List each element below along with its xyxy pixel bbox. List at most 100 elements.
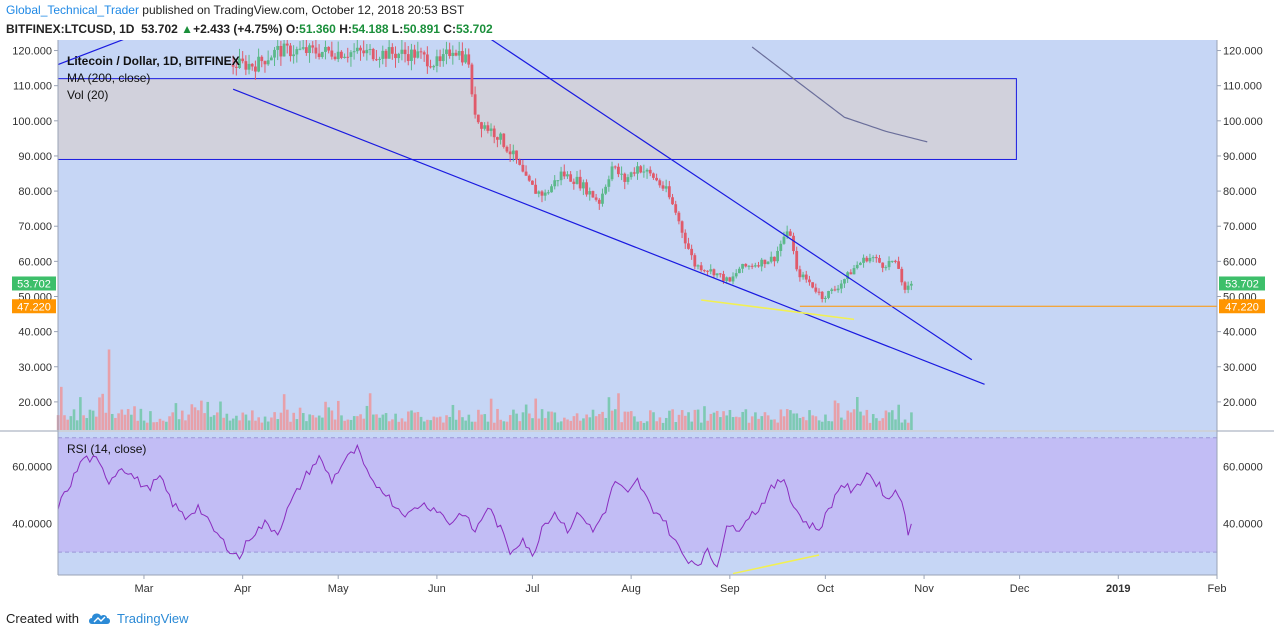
trendline-1[interactable] — [232, 88, 985, 385]
candle-body — [906, 285, 910, 290]
candle-body — [566, 174, 569, 177]
candle — [715, 273, 719, 278]
candle — [448, 42, 452, 59]
volume-bar — [184, 420, 187, 430]
volume-bar — [719, 417, 722, 430]
candle-body — [448, 49, 452, 56]
candle-body — [776, 250, 779, 262]
candle — [677, 211, 681, 225]
volume-bar — [881, 418, 885, 430]
candle — [766, 261, 770, 265]
candle — [836, 285, 840, 293]
volume-bar — [814, 416, 818, 430]
volume-bar — [489, 398, 493, 430]
candle — [381, 45, 385, 65]
candle-body — [352, 51, 356, 53]
candle — [451, 45, 455, 65]
volume-bar — [582, 418, 585, 430]
candle — [645, 168, 649, 179]
candle-body — [556, 180, 560, 182]
level-badge-left — [12, 299, 56, 314]
x-tick-label: Jun — [428, 583, 446, 595]
author-link[interactable]: Global_Technical_Trader — [6, 3, 139, 17]
price-tick-label-right: 80.000 — [1223, 186, 1257, 198]
candle — [502, 133, 506, 149]
volume-bar — [897, 404, 900, 430]
candle-body — [597, 199, 601, 204]
volume-bar — [216, 412, 219, 430]
candle — [438, 49, 442, 67]
trendline-3[interactable] — [57, 40, 131, 66]
candle — [238, 48, 241, 69]
open-value: 51.360 — [299, 22, 336, 36]
price-pane[interactable] — [56, 40, 1217, 430]
tradingview-link[interactable]: TradingView — [117, 611, 189, 626]
candle — [744, 263, 748, 268]
legend-title: Litecoin / Dollar, 1D, BITFINEX — [67, 54, 240, 68]
candle — [419, 47, 423, 59]
candle — [833, 285, 837, 292]
rsi-highlight-line[interactable] — [732, 554, 820, 575]
candle — [769, 251, 773, 264]
volume-bar — [451, 404, 455, 430]
candle-body — [769, 256, 773, 262]
volume-bar — [238, 420, 241, 430]
candle — [355, 40, 359, 54]
symbol-name[interactable]: BITFINEX:LTCUSD, 1D — [6, 22, 135, 36]
volume-bar — [773, 419, 776, 430]
volume-bar — [900, 422, 904, 430]
trendline-2[interactable] — [481, 40, 973, 361]
candle-body — [801, 274, 805, 278]
candle-body — [699, 265, 703, 271]
volume-bar — [422, 421, 426, 430]
candle — [757, 261, 760, 268]
candle — [470, 62, 474, 97]
price-tick-label-left: 30.000 — [18, 362, 52, 374]
candle — [480, 121, 483, 138]
volume-bar — [270, 417, 273, 430]
price-tick-label-left: 80.000 — [18, 186, 52, 198]
volume-bar — [572, 416, 576, 430]
volume-bar — [843, 419, 846, 430]
resistance-zone[interactable] — [57, 78, 1017, 160]
high-label: H: — [339, 22, 352, 36]
candle-body — [451, 52, 455, 56]
volume-bar — [359, 414, 362, 430]
candle — [591, 190, 595, 198]
volume-bar — [372, 414, 375, 430]
volume-bar — [457, 410, 461, 430]
volume-bar — [706, 420, 709, 430]
volume-bar — [349, 419, 353, 430]
volume-bar — [419, 416, 423, 430]
price-tick-label-left: 120.000 — [12, 46, 52, 58]
candle-body — [808, 279, 811, 283]
volume-bar — [149, 411, 152, 430]
candle — [365, 44, 369, 61]
price-tick-label-left: 40.000 — [18, 327, 52, 339]
candle-body — [496, 137, 499, 140]
candle — [521, 159, 525, 173]
volume-bar — [413, 412, 417, 430]
candle — [747, 265, 751, 270]
volume-bar — [776, 422, 779, 430]
candle-body — [416, 51, 420, 58]
candle-body — [664, 186, 668, 189]
candle — [737, 266, 741, 274]
volume-bar — [403, 421, 407, 430]
volume-bar — [470, 421, 474, 430]
rsi-pane[interactable] — [57, 432, 1217, 575]
price-tick-label-right: 110.000 — [1223, 81, 1262, 93]
volume-bar — [836, 403, 840, 430]
candle — [375, 49, 378, 61]
candle — [801, 271, 805, 280]
candle-body — [741, 263, 744, 269]
level-badge-right-text: 47.220 — [1225, 301, 1259, 313]
candle — [346, 47, 350, 63]
volume-bar — [766, 415, 770, 430]
candle — [884, 265, 888, 271]
candle-body — [607, 179, 611, 187]
candle — [894, 259, 897, 264]
candle-body — [387, 47, 391, 59]
support-highlight-line[interactable] — [701, 299, 855, 321]
